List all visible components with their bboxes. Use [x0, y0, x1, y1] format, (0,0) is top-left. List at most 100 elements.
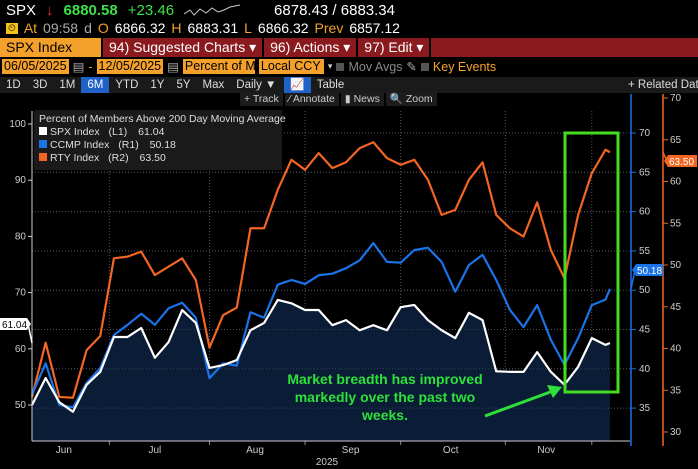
- tab-9[interactable]: 📈: [284, 77, 311, 93]
- ccmp-last-badge: 50.18: [630, 264, 663, 289]
- y-tick-label-r1: 65: [639, 167, 651, 178]
- suggested-charts-menu[interactable]: 94) Suggested Charts ▾: [103, 38, 265, 57]
- tab-7[interactable]: Max: [202, 79, 225, 91]
- x-tick-label: Aug: [246, 445, 264, 456]
- calendar-icon[interactable]: ▤: [72, 60, 85, 74]
- x-tick-label: Oct: [443, 445, 459, 456]
- ticker: SPX: [6, 2, 37, 19]
- low-label: L: [244, 20, 252, 36]
- security-input[interactable]: SPX Index: [0, 38, 103, 57]
- legend-axis: (R1): [118, 139, 139, 151]
- start-date-input[interactable]: 06/05/2025: [2, 59, 69, 74]
- legend-series-name: RTY Index: [50, 152, 100, 164]
- period-tabs: 1D 3D 1M 6M YTD 1Y 5Y Max Daily ▼ 📈 Table: [0, 77, 698, 93]
- tab-4[interactable]: YTD: [115, 79, 139, 91]
- field-select[interactable]: Percent of Me: [182, 59, 255, 74]
- legend-title: Percent of Members Above 200 Day Moving …: [39, 113, 286, 125]
- spx-area-fill: [32, 299, 610, 441]
- y-tick-label-l1: 80: [15, 231, 27, 242]
- tab-6[interactable]: 5Y: [176, 79, 191, 91]
- x-tick-label: Nov: [537, 445, 555, 456]
- legend-series-name: SPX Index: [50, 126, 100, 138]
- legend-item: SPX Index (L1) 61.04: [39, 126, 277, 139]
- axis-id: R2: [111, 152, 126, 164]
- highlight-box: [563, 131, 620, 394]
- high-label: H: [171, 20, 182, 36]
- series-line-ccmp[interactable]: [30, 241, 612, 409]
- price-change: +23.46: [127, 2, 175, 19]
- y-tick-label-l1: 50: [15, 400, 27, 411]
- legend-item: RTY Index (R2) 63.50: [39, 152, 277, 165]
- badge-value: 61.04: [2, 320, 27, 331]
- news-button[interactable]: ▮ News: [340, 93, 384, 106]
- tab-10[interactable]: Table: [316, 79, 345, 91]
- y-tick-label-l1: 90: [15, 175, 27, 186]
- time: 09:58: [43, 20, 79, 36]
- legend: Percent of Members Above 200 Day Moving …: [34, 110, 286, 170]
- y-tick-label-r1: 45: [639, 325, 651, 336]
- y-tick-label-r1: 60: [639, 207, 651, 218]
- legend-swatch: [39, 127, 47, 135]
- zoom-button[interactable]: 🔍 Zoom: [385, 93, 437, 106]
- pencil-icon[interactable]: ✎: [406, 60, 417, 74]
- chart-toolbar: + Track ⁄ Annotate ▮ News 🔍 Zoom: [240, 93, 437, 106]
- tab-2[interactable]: 1M: [59, 79, 76, 91]
- tab-3[interactable]: 6M: [81, 77, 110, 93]
- track-button[interactable]: + Track: [240, 93, 283, 106]
- arrow-line: [484, 389, 554, 418]
- annotation-text: Market breadth has improved markedly ove…: [287, 371, 483, 423]
- legend-axis: (L1): [108, 126, 128, 138]
- tab-5[interactable]: 1Y: [150, 79, 165, 91]
- y-tick-label-r1: 40: [639, 364, 651, 375]
- ohlc-line: ⏲ At 09:58 d O 6866.32 H 6883.31 L 6866.…: [6, 20, 400, 36]
- y-tick-label-l1: 100: [9, 119, 26, 130]
- tab-1[interactable]: 3D: [32, 79, 48, 91]
- currency-select[interactable]: Local CCY: [258, 59, 324, 74]
- open-label: O: [97, 20, 109, 36]
- y-tick-label-l1: 60: [15, 344, 27, 355]
- key-events-checkbox[interactable]: [420, 62, 429, 71]
- badge-value: 50.18: [637, 266, 662, 277]
- open-value: 6866.32: [114, 20, 166, 36]
- date-separator: -: [88, 59, 93, 74]
- end-date-input[interactable]: 12/05/2025: [96, 59, 164, 74]
- spx-last-badge: 61.04: [0, 318, 33, 344]
- series-line-rty[interactable]: [30, 141, 611, 399]
- arrow-head-icon: [547, 385, 562, 398]
- legend-swatch: [39, 140, 47, 148]
- axis-id: L1: [112, 126, 124, 138]
- y-tick-label-r2: 40: [670, 344, 682, 355]
- y-tick-label-r2: 65: [670, 135, 682, 146]
- edit-menu[interactable]: 97) Edit ▾: [358, 38, 432, 57]
- x-year-label: 2025: [316, 457, 339, 468]
- tab-0[interactable]: 1D: [6, 79, 21, 91]
- tab-8[interactable]: Daily ▼: [236, 79, 277, 91]
- legend-item: CCMP Index (R1) 50.18: [39, 139, 277, 152]
- y-tick-label-r2: 35: [670, 385, 682, 396]
- quote-line: SPX ↓ 6880.58 +23.46 6878.43 / 6883.34: [6, 2, 395, 19]
- y-tick-label-r1: 70: [639, 128, 651, 139]
- last-price: 6880.58: [63, 2, 118, 19]
- bid-ask: 6878.43 / 6883.34: [274, 2, 395, 19]
- legend-axis: (R2): [108, 152, 129, 164]
- related-data-button[interactable]: + Related Data: [628, 79, 698, 91]
- y-tick-label-r1: 50: [639, 285, 651, 296]
- alert-icon[interactable]: ⏲: [6, 22, 18, 34]
- legend-series-name: CCMP Index: [50, 139, 110, 151]
- calendar-icon[interactable]: ▤: [167, 60, 179, 74]
- legend-value: 61.04: [138, 126, 165, 138]
- y-tick-label-r2: 50: [670, 260, 682, 271]
- actions-menu[interactable]: 96) Actions ▾: [264, 38, 359, 57]
- low-value: 6866.32: [257, 20, 309, 36]
- high-value: 6883.31: [187, 20, 239, 36]
- chart-controls: 06/05/2025 ▤ - 12/05/2025 ▤ Percent of M…: [2, 59, 496, 74]
- series-line-spx[interactable]: [31, 298, 611, 413]
- chevron-down-icon[interactable]: ▾: [327, 61, 333, 71]
- axis-id: R1: [121, 139, 136, 151]
- x-tick-label: Jul: [148, 445, 161, 456]
- y-tick-label-r2: 70: [670, 93, 682, 104]
- annotate-button[interactable]: ⁄ Annotate: [284, 93, 339, 106]
- mov-avgs-checkbox[interactable]: [336, 62, 345, 71]
- x-tick-label: Jun: [56, 445, 72, 456]
- prev-value: 6857.12: [349, 20, 400, 36]
